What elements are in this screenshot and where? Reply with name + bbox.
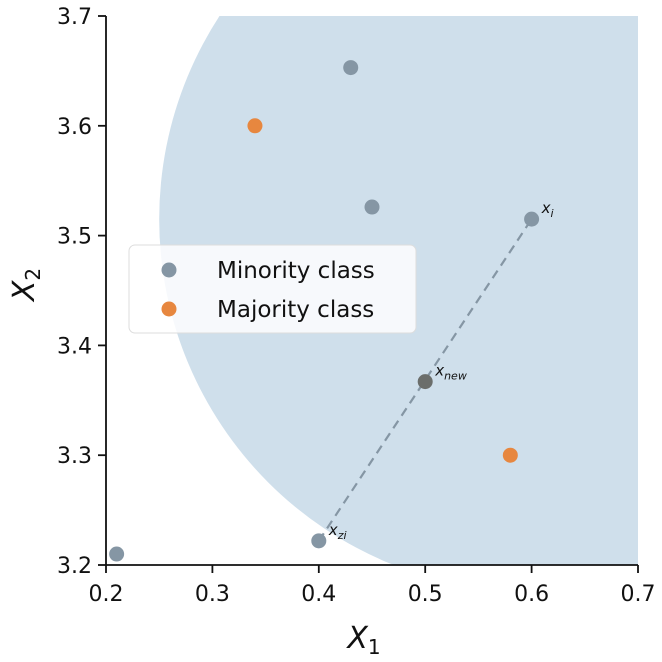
point-annotations-layer: xi xnew xzi <box>328 199 554 542</box>
legend-marker-minority-class <box>161 262 177 278</box>
axes-layer: 0.2 0.3 0.4 0.5 0.6 0.7 3.2 3.3 3.4 3.5 3.6 3.7 X1 X2 <box>7 5 656 659</box>
y-tick-label: 3.2 <box>57 554 92 579</box>
legend-box <box>128 244 417 334</box>
x-tick-label: 0.5 <box>408 582 443 607</box>
x-tick-label: 0.4 <box>301 582 336 607</box>
interpolation-line <box>317 218 533 542</box>
y-tick-label: 3.4 <box>57 334 92 359</box>
synthetic-point <box>417 374 433 390</box>
minority-class-point <box>364 199 380 215</box>
y-tick-label: 3.3 <box>57 444 92 469</box>
data-points-layer <box>109 60 540 562</box>
legend-label-minority-class: Minority class <box>217 258 375 284</box>
majority-class-point <box>247 118 263 134</box>
x-tick-label: 0.6 <box>514 582 549 607</box>
y-tick-label: 3.5 <box>57 225 92 250</box>
legend: Minority class Majority class <box>128 244 417 334</box>
x-tick-label: 0.3 <box>195 582 230 607</box>
minority-class-point <box>343 60 359 76</box>
majority-class-point <box>502 447 518 463</box>
annotation-x-i: xi <box>541 199 554 220</box>
y-tick-label: 3.6 <box>57 115 92 140</box>
annotation-x-zi: xzi <box>328 521 347 542</box>
minority-class-point <box>109 546 125 562</box>
x-tick-label: 0.2 <box>89 582 124 607</box>
minority-class-point <box>311 533 327 549</box>
legend-marker-majority-class <box>161 301 177 317</box>
minority-class-point <box>524 211 540 227</box>
legend-label-majority-class: Majority class <box>217 297 374 323</box>
y-tick-label: 3.7 <box>57 5 92 30</box>
x-tick-label: 0.7 <box>621 582 656 607</box>
annotation-x-new: xnew <box>434 362 467 383</box>
interpolation-line-layer <box>317 218 533 542</box>
y-axis-title: X2 <box>7 268 45 303</box>
x-axis-title: X1 <box>345 621 380 659</box>
